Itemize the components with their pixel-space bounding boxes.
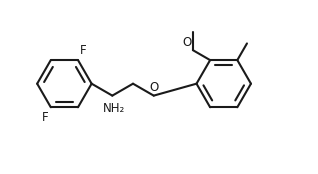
- Text: NH₂: NH₂: [103, 102, 125, 115]
- Text: O: O: [149, 81, 158, 94]
- Text: O: O: [182, 36, 191, 49]
- Text: F: F: [42, 111, 48, 124]
- Text: F: F: [80, 44, 86, 57]
